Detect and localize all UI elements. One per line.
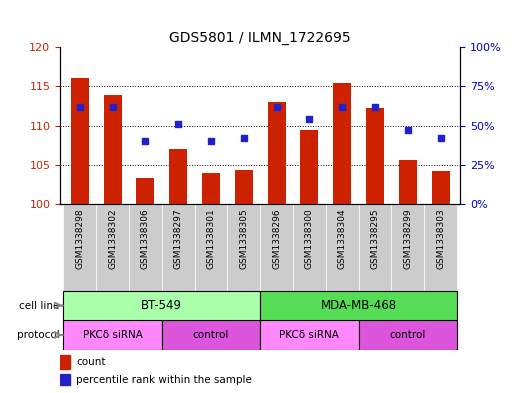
Bar xyxy=(293,204,326,291)
Bar xyxy=(63,291,260,320)
Text: GSM1338297: GSM1338297 xyxy=(174,209,183,269)
Text: GSM1338296: GSM1338296 xyxy=(272,209,281,269)
Bar xyxy=(169,149,187,204)
Bar xyxy=(96,204,129,291)
Text: GSM1338306: GSM1338306 xyxy=(141,209,150,270)
Point xyxy=(108,104,117,110)
Point xyxy=(207,138,215,145)
Point xyxy=(272,104,281,110)
Bar xyxy=(162,204,195,291)
Point xyxy=(371,104,379,110)
Bar xyxy=(71,78,89,204)
Point xyxy=(305,116,314,123)
Text: GSM1338304: GSM1338304 xyxy=(338,209,347,269)
Bar xyxy=(359,320,457,350)
Bar xyxy=(366,108,384,204)
Text: percentile rank within the sample: percentile rank within the sample xyxy=(76,375,252,385)
Text: GSM1338301: GSM1338301 xyxy=(207,209,215,270)
Text: GSM1338300: GSM1338300 xyxy=(305,209,314,270)
Text: protocol: protocol xyxy=(17,330,60,340)
Text: control: control xyxy=(193,330,229,340)
Bar xyxy=(268,102,286,204)
Bar xyxy=(326,204,359,291)
Bar xyxy=(359,204,391,291)
Bar xyxy=(60,355,70,369)
Bar xyxy=(431,171,450,204)
Bar xyxy=(195,204,228,291)
Text: GSM1338295: GSM1338295 xyxy=(370,209,380,269)
Bar xyxy=(300,130,319,204)
Bar xyxy=(391,204,424,291)
Text: GSM1338298: GSM1338298 xyxy=(75,209,84,269)
Point xyxy=(141,138,150,145)
Point xyxy=(404,127,412,134)
Bar xyxy=(60,374,70,385)
Bar xyxy=(260,204,293,291)
Bar xyxy=(63,320,162,350)
Title: GDS5801 / ILMN_1722695: GDS5801 / ILMN_1722695 xyxy=(169,31,351,45)
Point xyxy=(76,104,84,110)
Point xyxy=(436,135,445,141)
Bar xyxy=(104,95,122,204)
Text: count: count xyxy=(76,357,106,367)
Text: GSM1338303: GSM1338303 xyxy=(436,209,445,270)
Bar xyxy=(162,320,260,350)
Text: GSM1338299: GSM1338299 xyxy=(403,209,412,269)
Bar xyxy=(424,204,457,291)
Text: cell line: cell line xyxy=(19,301,60,310)
Bar xyxy=(260,291,457,320)
Point xyxy=(174,121,183,127)
Text: BT-549: BT-549 xyxy=(141,299,183,312)
Bar xyxy=(202,173,220,204)
Point xyxy=(338,104,346,110)
Text: GSM1338305: GSM1338305 xyxy=(240,209,248,270)
Text: MDA-MB-468: MDA-MB-468 xyxy=(321,299,396,312)
Bar xyxy=(228,204,260,291)
Bar xyxy=(260,320,359,350)
Bar xyxy=(399,160,417,204)
Text: control: control xyxy=(390,330,426,340)
Text: PKCδ siRNA: PKCδ siRNA xyxy=(279,330,339,340)
Bar xyxy=(63,204,96,291)
Bar xyxy=(235,170,253,204)
Point xyxy=(240,135,248,141)
Bar xyxy=(137,178,154,204)
Bar xyxy=(333,83,351,204)
Bar xyxy=(129,204,162,291)
Text: PKCδ siRNA: PKCδ siRNA xyxy=(83,330,143,340)
Text: GSM1338302: GSM1338302 xyxy=(108,209,117,269)
